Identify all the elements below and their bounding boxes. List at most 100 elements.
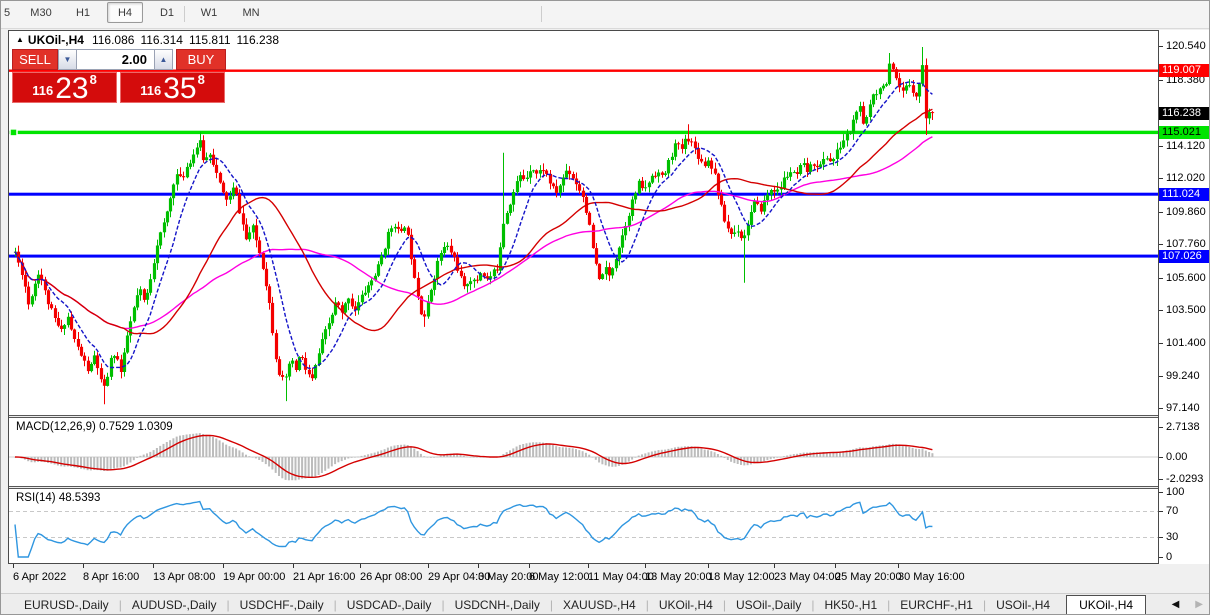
tab-scroll-right-icon[interactable]: ▶ <box>1195 599 1203 610</box>
bull-candle <box>871 94 876 105</box>
buy-price-prefix: 116 <box>140 83 162 98</box>
buy-button[interactable]: BUY <box>176 49 226 70</box>
bull-candle <box>808 164 813 172</box>
bull-candle <box>33 283 38 297</box>
sell-button[interactable]: SELL <box>12 49 58 70</box>
bull-candle <box>393 226 398 229</box>
axis-tick <box>1159 211 1163 213</box>
timeframe-button-h1[interactable]: H1 <box>75 7 91 19</box>
volume-decrease-button[interactable]: ▼ <box>58 49 77 70</box>
horizontal-level-line[interactable] <box>9 130 1158 135</box>
bull-candle <box>247 232 252 240</box>
tab-ukoil-h4[interactable]: UKOil-,H4 <box>658 598 713 612</box>
macd-histogram-bar <box>703 449 706 457</box>
bear-candle <box>214 164 219 173</box>
chart-frame[interactable]: ▲ UKOil-,H4 116.086 116.314 115.811 116.238 S… <box>8 30 1159 564</box>
tab-xauusd-h4[interactable]: XAUUSD-,H4 <box>563 598 636 612</box>
macd-histogram-bar <box>872 446 874 457</box>
time-axis-tick <box>83 564 84 568</box>
macd-histogram-bar <box>796 453 799 457</box>
macd-histogram-bar <box>634 457 637 458</box>
tab-usoil-h4[interactable]: USOil-,H4 <box>996 598 1051 612</box>
bear-candle <box>455 256 460 271</box>
price-axis[interactable]: 120.540 118.380 114.120 112.020 109.860 107.7… <box>1159 30 1209 564</box>
macd-histogram-bar <box>670 448 673 457</box>
tab-hk50-h1[interactable]: HK50-,H1 <box>824 598 878 612</box>
tab-audusd-daily[interactable]: AUDUSD-,Daily <box>131 598 217 612</box>
tab-usdchf-daily[interactable]: USDCHF-,Daily <box>239 598 324 612</box>
bear-candle <box>300 357 305 358</box>
bear-candle <box>577 184 582 191</box>
bull-candle <box>185 166 190 178</box>
macd-histogram-bar <box>532 442 535 457</box>
bear-candle <box>310 374 315 379</box>
timeframe-button-m30[interactable]: M30 <box>30 7 52 19</box>
bull-candle <box>501 223 506 248</box>
bull-candle <box>148 279 153 293</box>
timeframe-button-d1[interactable]: D1 <box>159 7 175 19</box>
macd-histogram-bar <box>829 452 832 457</box>
bear-candle <box>280 375 285 377</box>
pane-separator[interactable] <box>9 486 1158 489</box>
horizontal-level-line[interactable] <box>9 69 1158 72</box>
pane-separator[interactable] <box>9 415 1158 418</box>
bull-candle <box>317 353 322 365</box>
bear-candle <box>406 227 411 235</box>
timeframe-button-w1[interactable]: W1 <box>200 7 218 19</box>
macd-histogram-bar <box>588 454 591 457</box>
bull-candle <box>66 316 71 326</box>
bull-candle <box>782 177 787 189</box>
bull-candle <box>152 263 157 280</box>
tab-scroll-left-icon[interactable]: ◀ <box>1171 599 1180 610</box>
macd-histogram-bar <box>83 457 86 470</box>
bull-candle <box>323 329 328 340</box>
macd-histogram-bar <box>898 444 901 457</box>
bear-candle <box>534 170 539 174</box>
timeframe-button-5[interactable]: 5 <box>3 7 11 19</box>
timeframe-button-mn[interactable]: MN <box>242 7 260 19</box>
macd-histogram-bar <box>551 445 554 457</box>
macd-histogram-bar <box>93 457 96 470</box>
bear-candle <box>653 175 658 177</box>
bear-candle <box>69 316 74 330</box>
price-chart-pane[interactable]: ▲ UKOil-,H4 116.086 116.314 115.811 116.238 S… <box>9 31 1158 415</box>
volume-input[interactable]: 2.00 <box>77 49 154 70</box>
macd-histogram-bar <box>208 435 211 457</box>
bull-candle <box>670 156 675 160</box>
macd-histogram-bar <box>918 449 921 457</box>
macd-histogram-bar <box>311 457 313 478</box>
axis-tick <box>1159 556 1163 558</box>
macd-histogram-bar <box>218 440 221 457</box>
tab-eurusd-daily[interactable]: EURUSD-,Daily <box>24 598 109 612</box>
buy-price-box[interactable]: 116 35 8 <box>120 72 225 104</box>
tab-ukoil-h4[interactable]: UKOil-,H4 <box>1066 595 1147 614</box>
sell-price-box[interactable]: 116 23 8 <box>12 72 117 104</box>
tab-usoil-daily[interactable]: USOil-,Daily <box>735 598 802 612</box>
bull-candle <box>125 335 130 353</box>
tab-eurchf-h1[interactable]: EURCHF-,H1 <box>900 598 973 612</box>
macd-histogram-bar <box>367 454 370 457</box>
bear-candle <box>46 290 51 305</box>
tab-usdcad-daily[interactable]: USDCAD-,Daily <box>346 598 432 612</box>
price-chart-canvas[interactable] <box>9 31 1158 415</box>
bull-candle <box>62 325 67 329</box>
macd-histogram-bar <box>324 457 327 471</box>
price-tick-label: 114.120 <box>1166 139 1205 152</box>
horizontal-level-line[interactable] <box>9 254 1158 258</box>
macd-histogram-bar <box>225 444 228 457</box>
bull-candle <box>505 213 510 224</box>
timeframe-button-h4[interactable]: H4 <box>107 2 143 23</box>
bear-candle <box>495 269 500 271</box>
bull-candle <box>313 365 318 379</box>
tab-usdcnh-daily[interactable]: USDCNH-,Daily <box>454 598 540 612</box>
bear-candle <box>211 154 216 165</box>
bull-candle <box>887 63 892 84</box>
bear-candle <box>142 289 147 300</box>
time-axis[interactable]: 6 Apr 2022 8 Apr 16:00 13 Apr 08:00 19 Apr … <box>8 564 1159 590</box>
bull-candle <box>376 264 381 276</box>
volume-increase-button[interactable]: ▲ <box>154 49 173 70</box>
time-axis-tick <box>835 564 836 568</box>
level-anchor-marker[interactable] <box>9 128 18 137</box>
bull-candle <box>633 193 638 200</box>
bear-candle <box>567 170 572 175</box>
